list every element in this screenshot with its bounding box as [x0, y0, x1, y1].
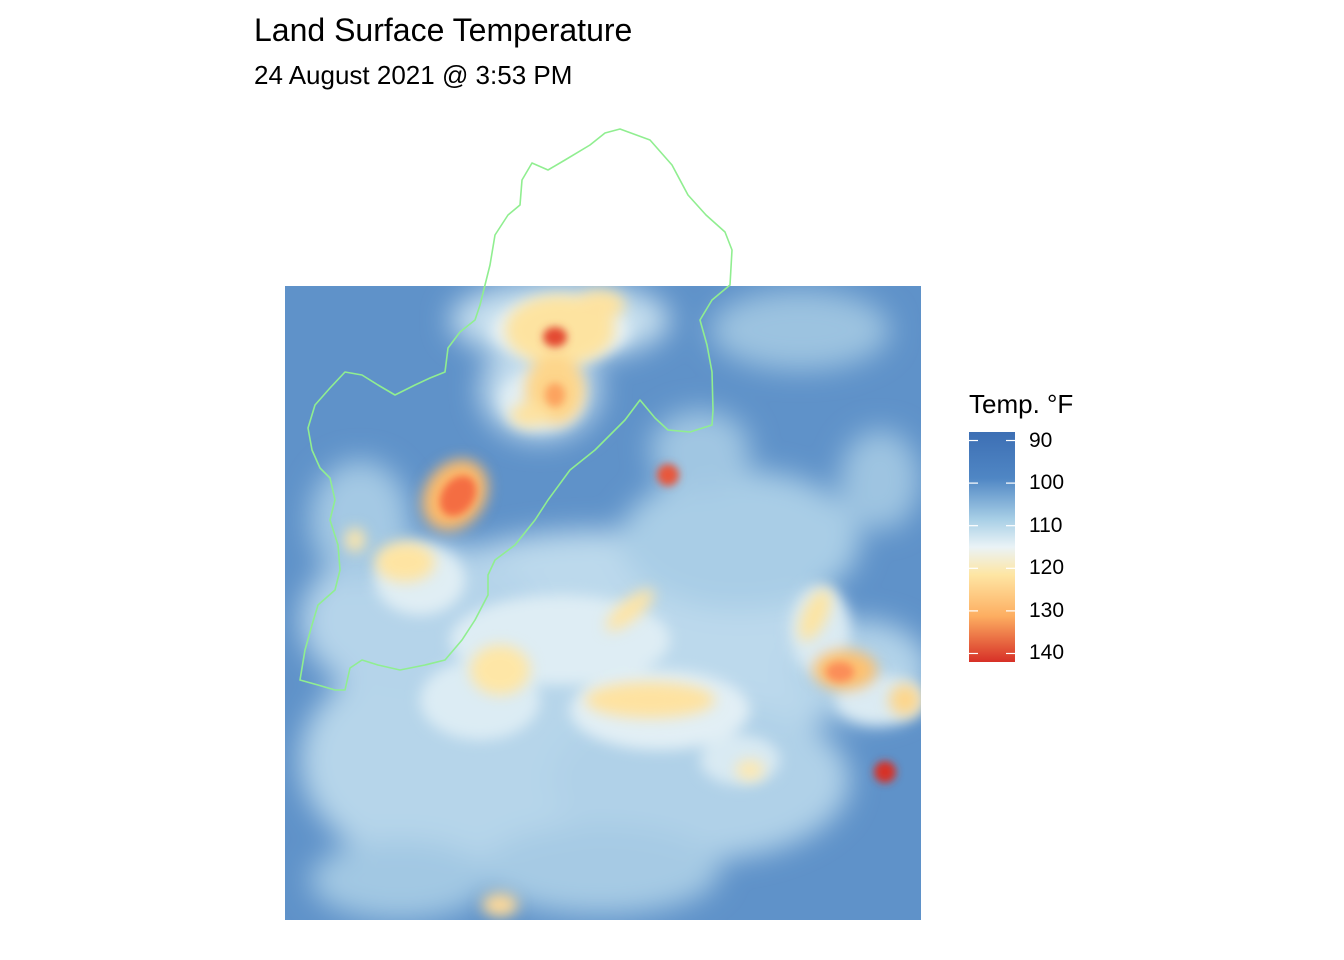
- legend-label: 140: [1029, 641, 1064, 665]
- legend-label: 120: [1029, 556, 1064, 580]
- legend-label: 110: [1029, 514, 1062, 538]
- legend-title: Temp. °F: [969, 388, 1073, 420]
- legend-colorbar: [969, 432, 1015, 662]
- legend-label: 100: [1029, 471, 1064, 495]
- temperature-raster: [285, 280, 930, 920]
- legend-label: 130: [1029, 599, 1064, 623]
- legend-label: 90: [1029, 429, 1052, 453]
